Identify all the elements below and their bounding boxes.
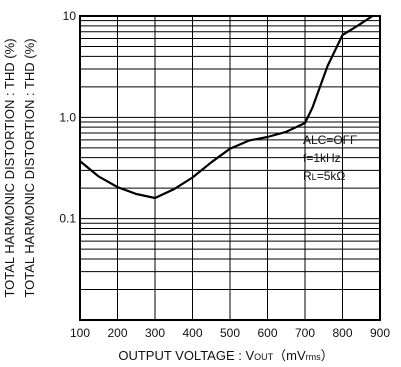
y-tick-1.0: 1.0 [59, 110, 76, 124]
y-tick-0.1: 0.1 [59, 212, 76, 226]
x-axis-unit-sub: rms [306, 352, 321, 362]
y-tick-10: 10 [63, 9, 77, 23]
x-tick-labels: 100 200 300 400 500 600 700 800 900 [70, 326, 390, 340]
x-axis-unit-open: （mV [273, 348, 306, 363]
x-tick-700: 700 [295, 326, 315, 340]
x-tick-600: 600 [257, 326, 277, 340]
y-axis-label-2: TOTAL HARMONIC DISTORTION : THD (%) [22, 38, 37, 297]
annotation-load-r: R [303, 169, 312, 183]
x-tick-200: 200 [107, 326, 127, 340]
x-axis-unit-close: ） [321, 348, 334, 363]
x-axis-label: OUTPUT VOLTAGE : VOUT（mVrms） [118, 348, 333, 363]
x-tick-100: 100 [70, 326, 90, 340]
x-axis-label-main: OUTPUT VOLTAGE : V [118, 348, 254, 363]
annotation-frequency: f=1kHz [303, 151, 341, 165]
y-tick-labels: 10 1.0 0.1 [59, 9, 76, 226]
thd-curve [78, 14, 374, 200]
y-axis-label-1: TOTAL HARMONIC DISTORTION : THD (%) [2, 38, 17, 297]
annotation-load-sub: L [312, 172, 317, 182]
x-tick-800: 800 [332, 326, 352, 340]
plot-frame [79, 15, 381, 321]
grid-lines [80, 16, 380, 320]
annotation-alc: ALC=OFF [303, 133, 357, 147]
x-axis-label-sub: OUT [254, 352, 274, 362]
x-tick-400: 400 [182, 326, 202, 340]
x-tick-500: 500 [220, 326, 240, 340]
x-tick-300: 300 [145, 326, 165, 340]
annotation-load: RL=5kΩ [303, 169, 345, 183]
annotation-load-value: =5kΩ [317, 169, 346, 183]
x-tick-900: 900 [370, 326, 390, 340]
